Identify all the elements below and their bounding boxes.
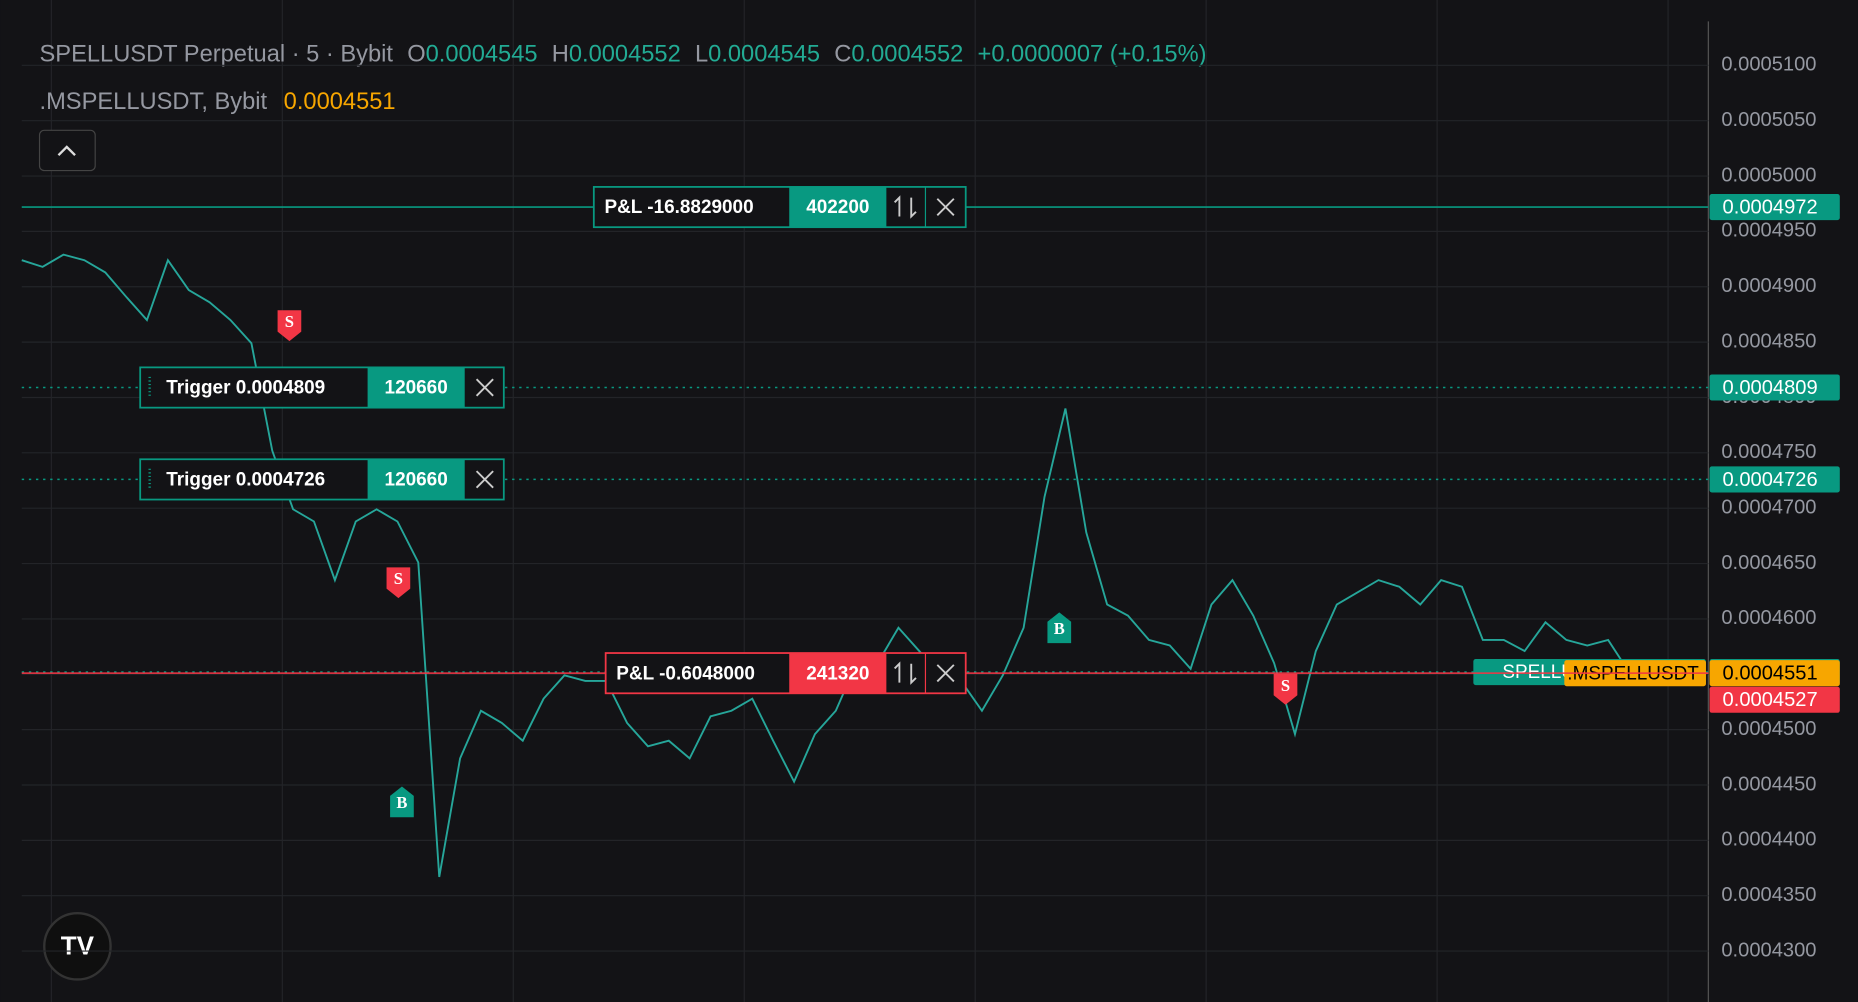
y-tick-label: 0.0004900 (1721, 275, 1816, 297)
order-box[interactable] (592, 186, 967, 229)
price-tag-label: 0.0004527 (1723, 689, 1818, 711)
y-tick-label: 0.0004750 (1721, 441, 1816, 463)
collapse-button[interactable] (38, 129, 96, 172)
order-qty-bg (789, 653, 887, 694)
index-value: 0.0004551 (284, 89, 396, 115)
order-text: Trigger 0.0004809 (166, 378, 325, 399)
y-tick-label: 0.0004450 (1721, 773, 1816, 795)
y-tick-label: 0.0004350 (1721, 884, 1816, 906)
price-tag-label: 0.0004972 (1723, 197, 1818, 219)
y-tick-label: 0.0004300 (1721, 939, 1816, 961)
y-tick-label: 0.0004500 (1721, 718, 1816, 740)
reverse-icon[interactable] (893, 195, 917, 219)
marker-label: S (285, 312, 294, 331)
change: +0.0000007 (+0.15%) (978, 42, 1207, 68)
order-box[interactable] (604, 652, 967, 695)
trade-marker (1273, 673, 1298, 705)
close-icon[interactable] (475, 470, 494, 489)
price-tag (1709, 686, 1840, 713)
symbol: SPELLUSDT Perpetual · 5 · Bybit (40, 42, 394, 68)
chevron-icon (57, 145, 76, 156)
trade-marker (277, 310, 302, 342)
y-tick-label: 0.0004950 (1721, 220, 1816, 242)
price-tag (1709, 374, 1840, 401)
y-tick-label: 0.0004700 (1721, 497, 1816, 519)
order-text: P&L -16.8829000 (604, 197, 753, 218)
trade-marker (1047, 612, 1072, 644)
order-qty-bg (367, 367, 465, 408)
y-tick-label: 0.0005050 (1721, 109, 1816, 131)
ohlc-key: H (552, 42, 569, 68)
marker-label: B (396, 793, 407, 812)
price-tag (1709, 194, 1840, 221)
header: SPELLUSDT Perpetual · 5 · Bybit O0.000454… (40, 42, 1207, 68)
ohlc-value: 0.0004545 (426, 42, 538, 68)
trade-marker (390, 786, 414, 818)
order-qty: 120660 (385, 378, 448, 399)
index-name: .MSPELLUSDT, Bybit (40, 89, 268, 115)
order-text: P&L -0.6048000 (616, 663, 755, 684)
y-tick-label: 0.0004850 (1721, 330, 1816, 352)
order-qty: 241320 (806, 663, 869, 684)
y-tick-label: 0.0004650 (1721, 552, 1816, 574)
reverse-icon[interactable] (893, 661, 917, 685)
y-tick-label: 0.0004600 (1721, 607, 1816, 629)
close-icon[interactable] (475, 378, 494, 397)
price-tag (1709, 660, 1840, 687)
ohlc-value: 0.0004545 (708, 42, 820, 68)
price-tag-label: 0.0004726 (1723, 469, 1818, 491)
ohlc-key: L (695, 42, 708, 68)
ohlc-value: 0.0004552 (569, 42, 681, 68)
order-qty-bg (367, 459, 465, 500)
trade-marker (386, 567, 411, 599)
close-icon[interactable] (936, 664, 955, 683)
logo-mark: TV (61, 930, 95, 960)
order-qty: 402200 (806, 197, 869, 218)
price-tag-label: 0.0004551 (1723, 663, 1818, 685)
marker-label: S (394, 569, 403, 588)
close-icon[interactable] (936, 198, 955, 217)
order-qty-bg (789, 186, 887, 228)
order-qty: 120660 (385, 470, 448, 491)
y-tick-label: 0.0005000 (1721, 164, 1816, 186)
vertical-grid (50, 0, 1669, 1002)
price-tag (1709, 466, 1840, 493)
ohlc-key: C (834, 42, 851, 68)
ohlc-value: 0.0004552 (851, 42, 963, 68)
marker-label: S (1281, 676, 1290, 695)
order-text: Trigger 0.0004726 (166, 470, 325, 491)
price-tag-label: 0.0004809 (1723, 377, 1818, 399)
index-header: .MSPELLUSDT, Bybit 0.0004551 (40, 89, 396, 115)
logo[interactable] (43, 911, 112, 981)
y-tick-label: 0.0005100 (1721, 54, 1816, 76)
ohlc-key: O (407, 42, 425, 68)
marker-label: B (1054, 619, 1065, 638)
y-tick-label: 0.0004400 (1721, 829, 1816, 851)
